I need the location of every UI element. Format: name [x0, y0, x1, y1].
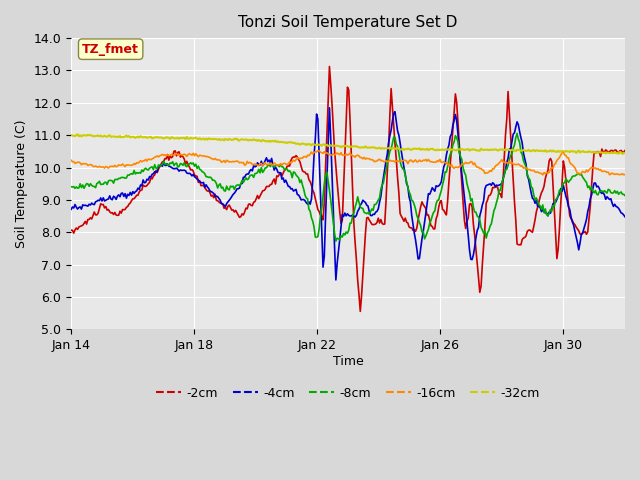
X-axis label: Time: Time	[333, 355, 364, 368]
Y-axis label: Soil Temperature (C): Soil Temperature (C)	[15, 120, 28, 248]
Legend: -2cm, -4cm, -8cm, -16cm, -32cm: -2cm, -4cm, -8cm, -16cm, -32cm	[152, 382, 545, 405]
Text: TZ_fmet: TZ_fmet	[82, 43, 139, 56]
Title: Tonzi Soil Temperature Set D: Tonzi Soil Temperature Set D	[238, 15, 458, 30]
